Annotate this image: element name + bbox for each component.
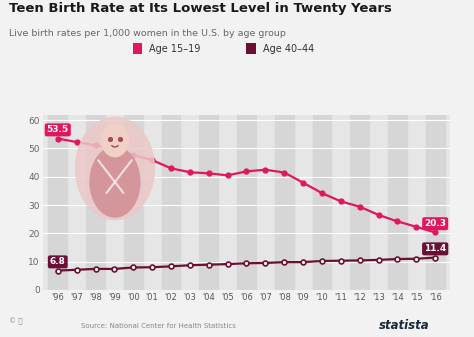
Bar — [199, 115, 218, 290]
Bar — [237, 115, 256, 290]
Bar — [275, 115, 294, 290]
Bar — [388, 115, 407, 290]
Text: statista: statista — [379, 319, 430, 332]
Bar — [312, 115, 331, 290]
Text: © ⓘ: © ⓘ — [9, 318, 23, 325]
Text: Teen Birth Rate at Its Lowest Level in Twenty Years: Teen Birth Rate at Its Lowest Level in T… — [9, 2, 392, 15]
Text: Age 15–19: Age 15–19 — [149, 44, 201, 54]
Ellipse shape — [101, 124, 128, 157]
Text: Source: National Center for Health Statistics: Source: National Center for Health Stati… — [81, 323, 236, 329]
Bar — [86, 115, 105, 290]
Bar — [426, 115, 445, 290]
Bar — [350, 115, 369, 290]
Bar — [48, 115, 67, 290]
Text: Age 40–44: Age 40–44 — [263, 44, 314, 54]
Text: 6.8: 6.8 — [50, 257, 66, 266]
Bar — [124, 115, 143, 290]
Ellipse shape — [90, 147, 140, 217]
Text: 20.3: 20.3 — [424, 219, 446, 228]
Bar — [162, 115, 181, 290]
Text: Live birth rates per 1,000 women in the U.S. by age group: Live birth rates per 1,000 women in the … — [9, 29, 286, 38]
Text: 53.5: 53.5 — [47, 125, 69, 134]
Ellipse shape — [75, 117, 155, 220]
Text: 11.4: 11.4 — [424, 244, 447, 253]
